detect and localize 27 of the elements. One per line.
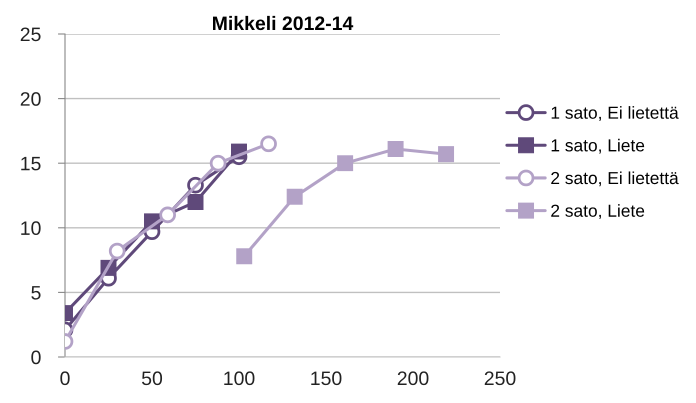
point: [438, 146, 454, 162]
legend-label: 1 sato, Liete: [552, 138, 644, 154]
x-tick-label: 100: [224, 371, 254, 386]
y-tick-label: 20: [20, 92, 41, 106]
y-tick-label: 15: [21, 156, 41, 170]
point: [108, 242, 126, 260]
y-tick-label: 0: [31, 350, 41, 364]
x-tick-label: 0: [60, 371, 70, 386]
point: [260, 135, 277, 152]
x-tick-label: 200: [398, 371, 428, 386]
x-tick-label: 150: [311, 371, 342, 386]
legend-label: 1 sato, Ei lietettä: [552, 106, 679, 121]
point: [388, 141, 404, 157]
x-tick-label: 50: [142, 371, 162, 386]
chart-title: Mikkeli 2012-14: [213, 16, 354, 30]
point: [286, 188, 303, 205]
point: [236, 248, 252, 264]
y-tick-label: 5: [31, 286, 41, 300]
point: [159, 206, 176, 224]
x-tick-label: 250: [484, 371, 516, 386]
point: [210, 154, 226, 172]
legend-label: 2 sato, Liete: [551, 204, 644, 219]
legend-label: 2 sato, Ei lietettä: [551, 171, 679, 186]
y-tick-label: 10: [21, 221, 41, 236]
y-tick-label: 25: [20, 27, 41, 42]
point: [188, 194, 204, 210]
point: [337, 155, 354, 172]
